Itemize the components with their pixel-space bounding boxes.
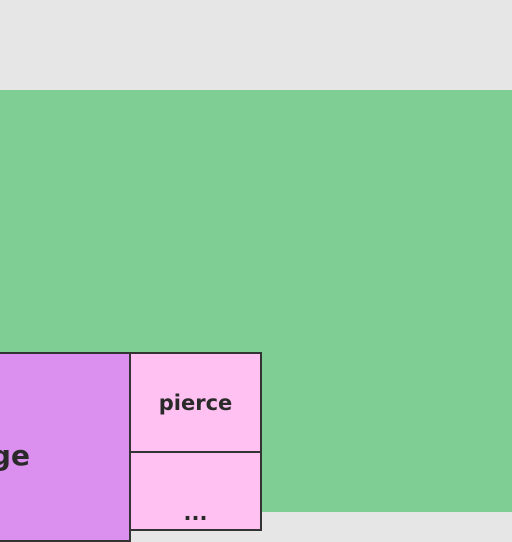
top-bar bbox=[0, 0, 512, 90]
game-canvas: age pierce ... bbox=[0, 90, 512, 542]
word-tile-truncated-label: ... bbox=[183, 501, 208, 525]
word-tile-pierce[interactable]: pierce bbox=[129, 352, 262, 453]
word-tile-large-label: age bbox=[0, 438, 30, 472]
word-tile-pierce-label: pierce bbox=[158, 390, 233, 415]
word-tile-truncated[interactable]: ... bbox=[129, 451, 262, 531]
word-tile-large[interactable]: age bbox=[0, 352, 131, 542]
